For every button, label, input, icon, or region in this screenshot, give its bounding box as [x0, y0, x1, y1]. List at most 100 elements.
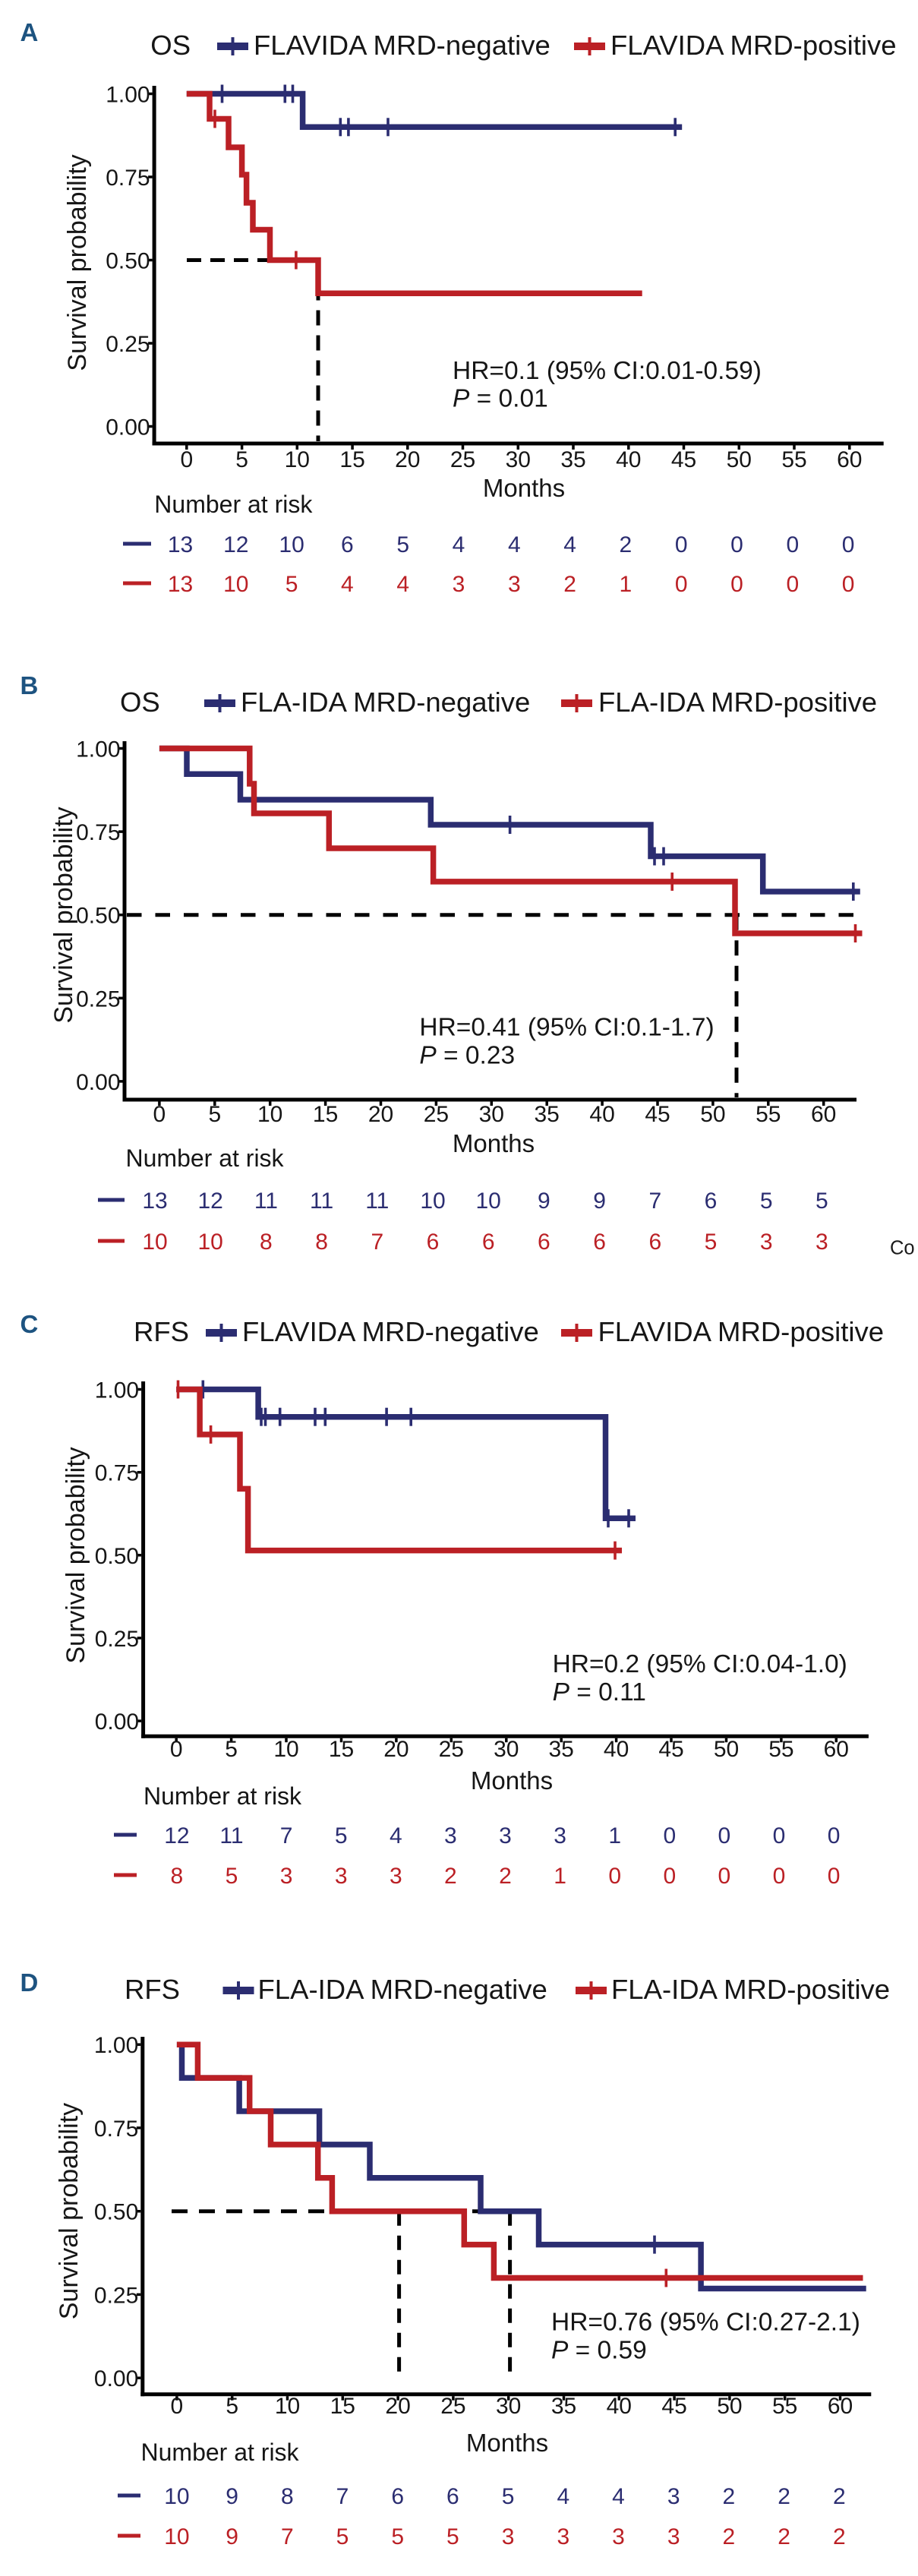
svg-text:9: 9 — [226, 2484, 238, 2509]
svg-text:0: 0 — [663, 1864, 676, 1889]
svg-text:10: 10 — [279, 532, 304, 557]
svg-text:1.00: 1.00 — [95, 1378, 139, 1403]
svg-text:9: 9 — [226, 2524, 238, 2549]
svg-text:3: 3 — [557, 2524, 569, 2549]
svg-text:15: 15 — [330, 2394, 355, 2419]
svg-text:0: 0 — [180, 447, 193, 472]
svg-text:4: 4 — [612, 2484, 625, 2509]
svg-text:10: 10 — [142, 1230, 167, 1255]
svg-text:0: 0 — [171, 2394, 184, 2419]
svg-text:Number at risk: Number at risk — [154, 491, 313, 518]
svg-text:45: 45 — [645, 1102, 670, 1127]
svg-text:8: 8 — [171, 1864, 184, 1889]
svg-text:15: 15 — [329, 1737, 354, 1762]
svg-text:2: 2 — [833, 2484, 846, 2509]
svg-text:13: 13 — [168, 572, 193, 597]
svg-text:C: C — [21, 1310, 39, 1338]
svg-text:0: 0 — [718, 1864, 731, 1889]
svg-text:0: 0 — [675, 532, 688, 557]
svg-text:0.50: 0.50 — [95, 1544, 139, 1569]
svg-text:5: 5 — [225, 1737, 238, 1762]
svg-text:50: 50 — [700, 1102, 725, 1127]
svg-text:6: 6 — [705, 1189, 718, 1214]
svg-text:FLAVIDA MRD-positive: FLAVIDA MRD-positive — [598, 1316, 885, 1347]
svg-text:HR=0.76 (95% CI:0.27-2.1): HR=0.76 (95% CI:0.27-2.1) — [551, 2309, 860, 2337]
svg-text:4: 4 — [563, 532, 576, 557]
svg-text:10: 10 — [223, 572, 248, 597]
svg-text:3: 3 — [335, 1864, 348, 1889]
svg-text:Survival probability: Survival probability — [62, 1447, 90, 1663]
svg-text:10: 10 — [164, 2484, 189, 2509]
svg-text:2: 2 — [778, 2484, 790, 2509]
svg-text:1.00: 1.00 — [94, 2033, 138, 2058]
svg-text:25: 25 — [439, 1737, 464, 1762]
svg-text:3: 3 — [667, 2484, 680, 2509]
svg-text:11: 11 — [310, 1189, 333, 1214]
svg-text:0: 0 — [773, 1823, 786, 1848]
svg-text:35: 35 — [535, 1102, 560, 1127]
svg-text:P = 0.01: P = 0.01 — [453, 385, 548, 413]
svg-text:30: 30 — [494, 1737, 519, 1762]
svg-text:45: 45 — [661, 2394, 686, 2419]
svg-text:2: 2 — [723, 2524, 736, 2549]
svg-text:7: 7 — [280, 1823, 293, 1848]
svg-text:20: 20 — [385, 2394, 410, 2419]
svg-text:35: 35 — [549, 1737, 574, 1762]
svg-text:0.50: 0.50 — [106, 249, 150, 274]
svg-text:0.00: 0.00 — [95, 1709, 139, 1735]
svg-text:4: 4 — [390, 1823, 402, 1848]
svg-text:10: 10 — [275, 2394, 300, 2419]
svg-text:P = 0.59: P = 0.59 — [551, 2337, 647, 2365]
svg-text:20: 20 — [368, 1102, 393, 1127]
svg-text:50: 50 — [717, 2394, 742, 2419]
svg-text:35: 35 — [560, 447, 585, 472]
svg-text:0: 0 — [663, 1823, 676, 1848]
svg-text:OS: OS — [120, 687, 160, 718]
svg-text:3: 3 — [760, 1230, 773, 1255]
svg-text:3: 3 — [667, 2524, 680, 2549]
svg-text:5: 5 — [226, 2394, 238, 2419]
svg-text:50: 50 — [714, 1737, 739, 1762]
svg-text:1.00: 1.00 — [106, 83, 150, 108]
svg-text:4: 4 — [453, 532, 465, 557]
svg-text:0.50: 0.50 — [76, 904, 120, 929]
svg-text:8: 8 — [260, 1230, 273, 1255]
svg-text:FLA-IDA MRD-positive: FLA-IDA MRD-positive — [598, 687, 877, 718]
svg-text:0: 0 — [828, 1864, 841, 1889]
svg-text:1: 1 — [608, 1823, 621, 1848]
svg-text:1.00: 1.00 — [76, 737, 120, 762]
svg-text:2: 2 — [563, 572, 576, 597]
svg-text:HR=0.2 (95% CI:0.04-1.0): HR=0.2 (95% CI:0.04-1.0) — [553, 1650, 847, 1678]
svg-text:10: 10 — [420, 1189, 445, 1214]
svg-text:0: 0 — [608, 1864, 621, 1889]
svg-text:FLAVIDA MRD-positive: FLAVIDA MRD-positive — [610, 30, 897, 61]
svg-text:2: 2 — [620, 532, 633, 557]
svg-text:3: 3 — [453, 572, 465, 597]
svg-text:RFS: RFS — [134, 1316, 189, 1347]
svg-text:FLA-IDA MRD-negative: FLA-IDA MRD-negative — [258, 1974, 547, 2005]
svg-text:FLA-IDA MRD-negative: FLA-IDA MRD-negative — [241, 687, 530, 718]
svg-text:2: 2 — [444, 1864, 457, 1889]
svg-text:0.25: 0.25 — [94, 2283, 138, 2308]
svg-text:11: 11 — [254, 1189, 278, 1214]
svg-text:OS: OS — [150, 30, 191, 61]
svg-text:30: 30 — [506, 447, 531, 472]
svg-text:5: 5 — [226, 1864, 238, 1889]
svg-text:8: 8 — [315, 1230, 328, 1255]
svg-text:5: 5 — [335, 1823, 348, 1848]
svg-text:Survival probability: Survival probability — [63, 154, 92, 371]
svg-text:4: 4 — [557, 2484, 569, 2509]
svg-text:5: 5 — [705, 1230, 718, 1255]
svg-text:8: 8 — [281, 2484, 294, 2509]
svg-text:40: 40 — [616, 447, 641, 472]
svg-text:FLAVIDA MRD-negative: FLAVIDA MRD-negative — [254, 30, 550, 61]
svg-text:25: 25 — [440, 2394, 465, 2419]
svg-text:5: 5 — [760, 1189, 773, 1214]
svg-text:0.75: 0.75 — [106, 166, 150, 191]
svg-text:Months: Months — [471, 1766, 553, 1795]
svg-text:55: 55 — [768, 1737, 793, 1762]
svg-text:60: 60 — [824, 1737, 849, 1762]
svg-text:RFS: RFS — [125, 1974, 180, 2005]
svg-text:Survival probability: Survival probability — [55, 2103, 84, 2319]
svg-text:40: 40 — [607, 2394, 632, 2419]
